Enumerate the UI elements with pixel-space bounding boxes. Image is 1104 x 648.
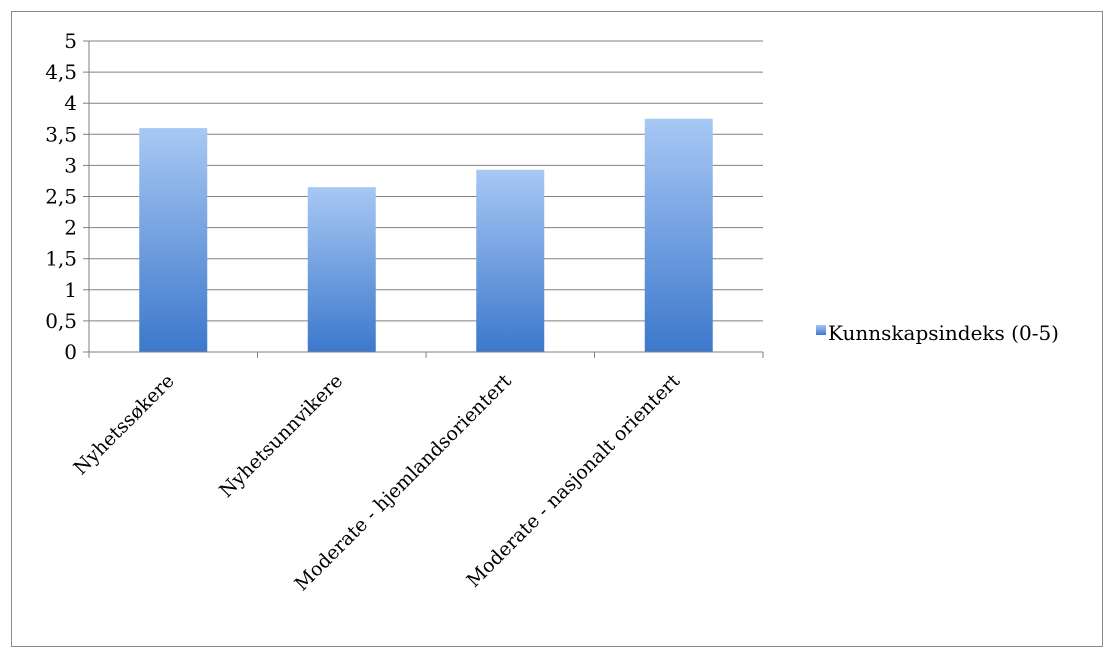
legend-label: Kunnskapsindeks (0-5) [828, 321, 1059, 345]
x-category-label: Nyhetsunnvikere [215, 370, 347, 502]
y-tick-label: 5 [64, 29, 77, 53]
y-tick-label: 1 [64, 278, 77, 302]
y-tick-label: 2,5 [45, 185, 77, 209]
y-axis-tick-labels: 0 0,5 1 1,5 2 2,5 3 3,5 4 4,5 5 [45, 29, 77, 364]
bar [139, 128, 208, 352]
bar [476, 169, 545, 352]
y-tick-label: 0 [64, 340, 77, 364]
axes [88, 41, 764, 358]
x-category-label: Nyhetssøkere [70, 370, 179, 479]
y-tick-label: 4 [64, 91, 77, 115]
y-tick-label: 3,5 [45, 122, 77, 146]
bars [139, 118, 713, 352]
bar [644, 118, 713, 352]
bar [307, 187, 376, 352]
y-tick-label: 0,5 [45, 309, 77, 333]
bar-chart: 0 0,5 1 1,5 2 2,5 3 3,5 4 4,5 5 Nyhetssøkere Nyhets… [45, 29, 1059, 596]
y-tick-label: 1,5 [45, 247, 77, 271]
y-tick-label: 4,5 [45, 60, 77, 84]
y-tick-label: 3 [64, 153, 77, 177]
legend-swatch [816, 325, 826, 335]
y-tick-label: 2 [64, 216, 77, 240]
legend: Kunnskapsindeks (0-5) [816, 321, 1059, 345]
chart-frame: 0 0,5 1 1,5 2 2,5 3 3,5 4 4,5 5 Nyhetssøkere Nyhets… [11, 11, 1103, 647]
